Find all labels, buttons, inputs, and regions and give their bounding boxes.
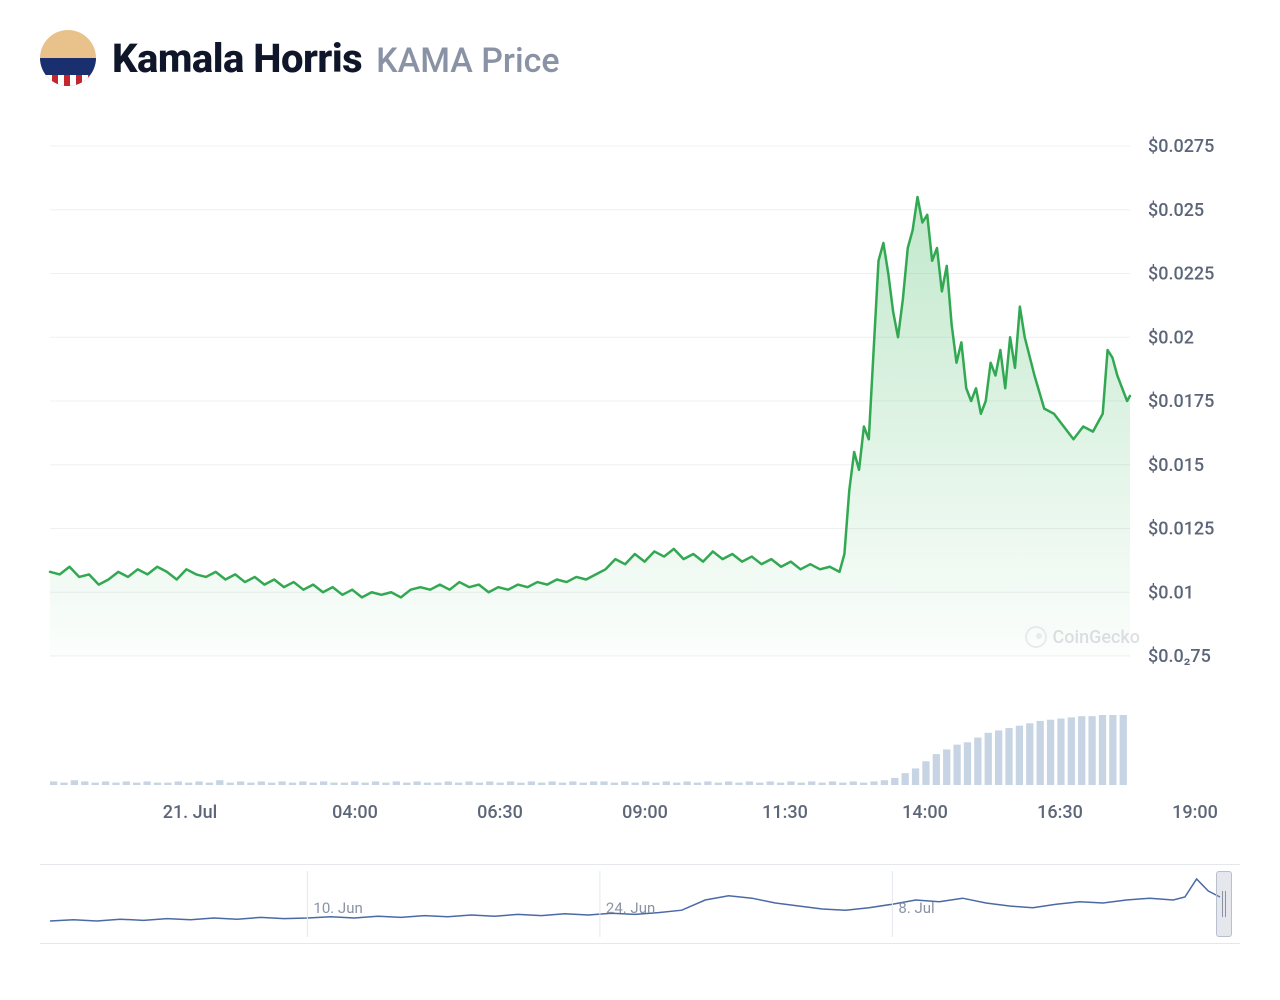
svg-text:8. Jul: 8. Jul — [898, 899, 934, 917]
volume-chart[interactable]: 21. Jul 04:00 06:30 09:00 11:30 14:00 16:30 19:… — [40, 700, 1240, 840]
svg-text:$0.0125: $0.0125 — [1148, 519, 1214, 540]
price-chart[interactable]: $0.0₂75 $0.01 $0.0125 $0.015 $0.0175 $0.02 $0.… — [40, 136, 1240, 696]
svg-text:04:00: 04:00 — [332, 802, 378, 823]
svg-text:09:00: 09:00 — [622, 802, 668, 823]
svg-text:$0.0175: $0.0175 — [1148, 391, 1214, 412]
svg-text:19:00: 19:00 — [1172, 802, 1218, 823]
chart-header: Kamala Horris KAMA Price — [40, 30, 1240, 86]
svg-text:$0.0275: $0.0275 — [1148, 136, 1214, 157]
svg-text:11:30: 11:30 — [762, 802, 808, 823]
svg-text:$0.02: $0.02 — [1148, 327, 1194, 348]
svg-text:$0.025: $0.025 — [1148, 200, 1204, 221]
svg-text:16:30: 16:30 — [1037, 802, 1083, 823]
navigator-handle-right[interactable] — [1216, 871, 1232, 937]
watermark: CoinGecko — [1025, 626, 1140, 648]
svg-text:21. Jul: 21. Jul — [163, 802, 218, 823]
svg-text:$0.0225: $0.0225 — [1148, 264, 1214, 285]
svg-text:$0.0₂75: $0.0₂75 — [1148, 646, 1211, 667]
watermark-label: CoinGecko — [1053, 627, 1140, 648]
coingecko-icon — [1025, 626, 1047, 648]
svg-text:$0.01: $0.01 — [1148, 582, 1194, 603]
svg-text:$0.015: $0.015 — [1148, 455, 1204, 476]
svg-text:06:30: 06:30 — [477, 802, 523, 823]
svg-text:24. Jun: 24. Jun — [606, 899, 655, 917]
svg-text:10. Jun: 10. Jun — [313, 899, 362, 917]
price-label: KAMA Price — [376, 41, 559, 81]
svg-text:14:00: 14:00 — [902, 802, 948, 823]
range-navigator[interactable]: 10. Jun 24. Jun 8. Jul — [40, 864, 1240, 944]
coin-name: Kamala Horris — [112, 35, 362, 82]
coin-icon — [40, 30, 96, 86]
